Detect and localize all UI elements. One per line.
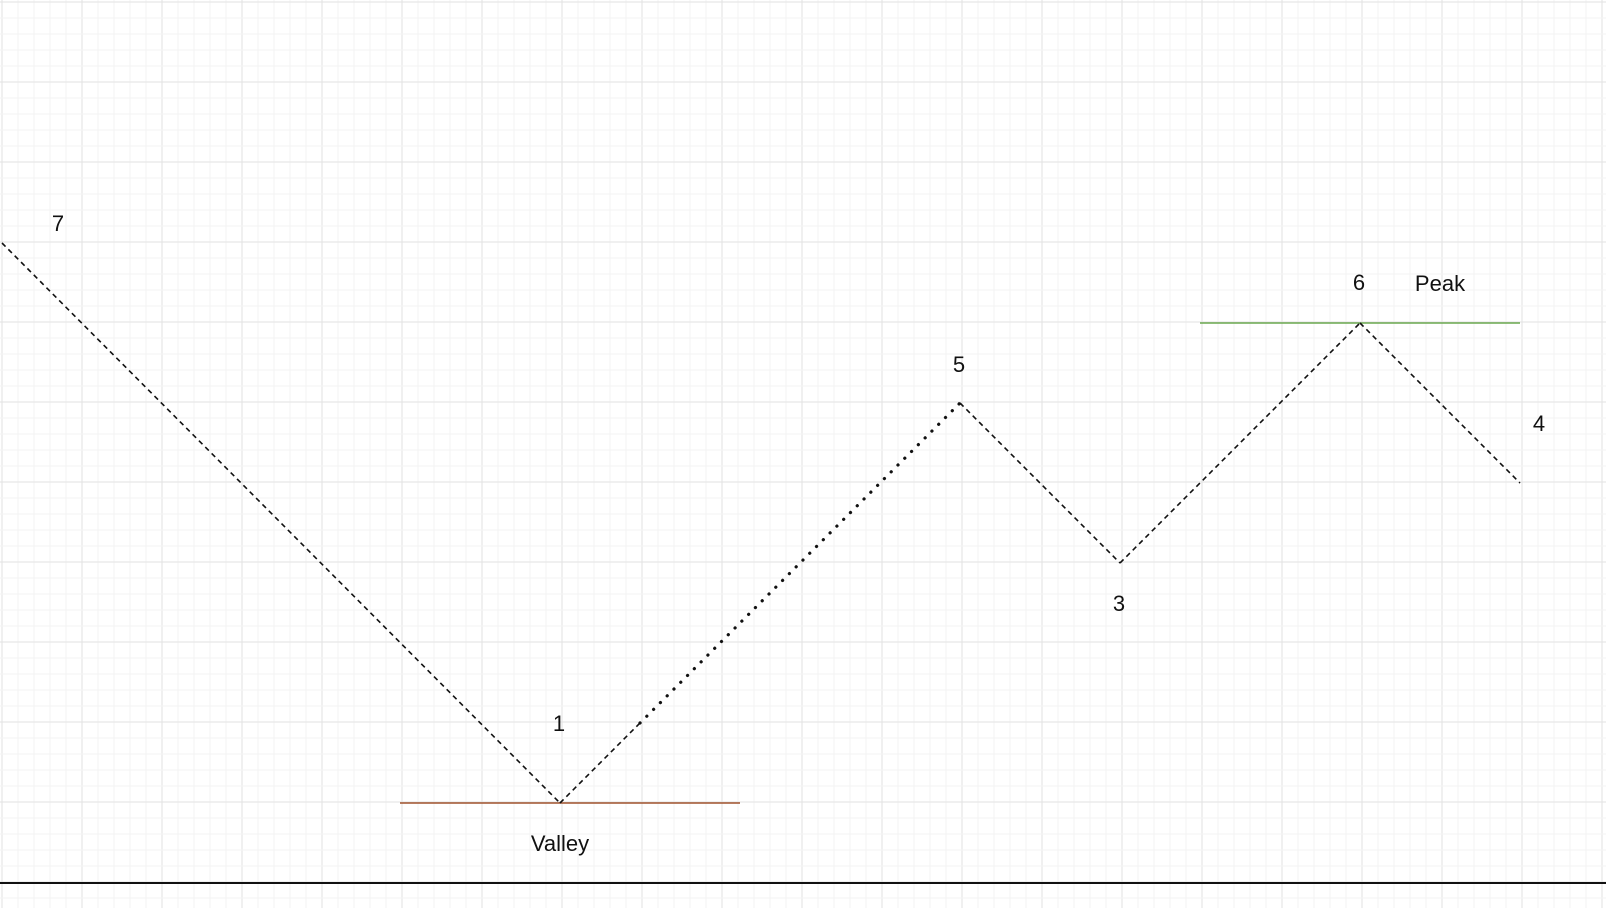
point-label-5: 5 xyxy=(953,352,965,377)
valley-label: Valley xyxy=(531,831,589,856)
peak-label: Peak xyxy=(1415,271,1466,296)
wave-segment-p3-p6 xyxy=(1119,322,1361,564)
wave-path xyxy=(1,242,1521,804)
point-label-7: 7 xyxy=(52,211,64,236)
point-label-1: 1 xyxy=(553,711,565,736)
wave-segment-p7-p1 xyxy=(1,242,561,804)
point-label-3: 3 xyxy=(1113,591,1125,616)
wave-segment-p6-p4 xyxy=(1359,322,1521,484)
wave-segment-p1b-p5 xyxy=(638,401,962,725)
wave-segment-p5-p3 xyxy=(959,402,1121,564)
wave-segment-p1-p1b xyxy=(559,722,641,804)
point-label-4: 4 xyxy=(1533,411,1545,436)
point-label-6: 6 xyxy=(1353,270,1365,295)
